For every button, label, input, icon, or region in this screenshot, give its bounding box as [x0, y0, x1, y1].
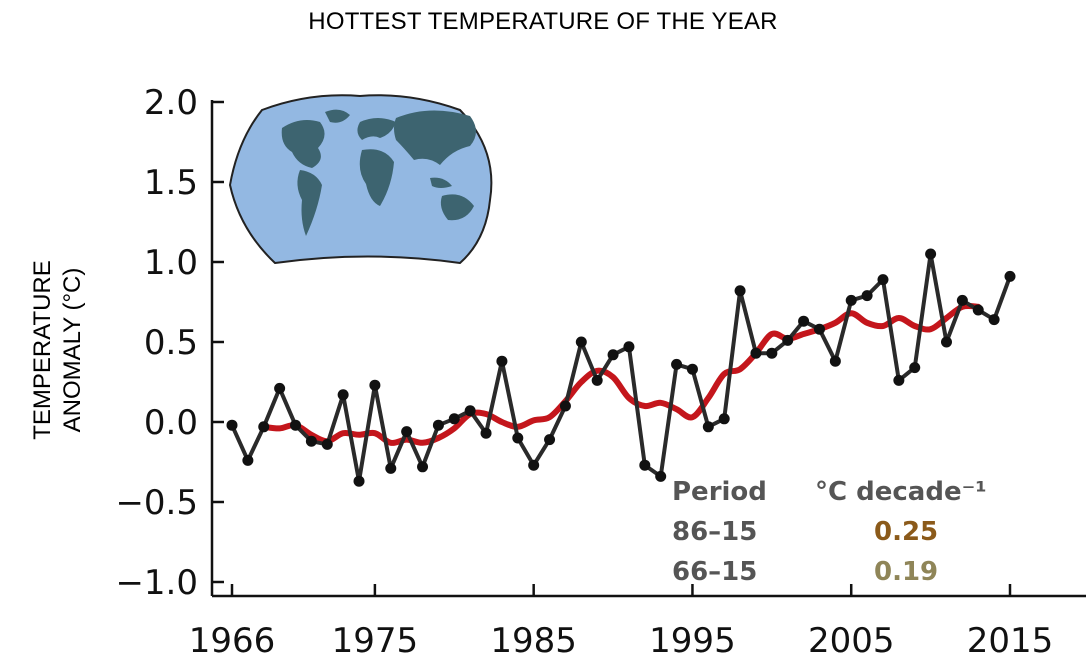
data-point [782, 335, 793, 346]
y-tick-label: 1.0 [144, 243, 198, 283]
data-point [1005, 271, 1016, 282]
data-point [639, 460, 650, 471]
data-point [322, 439, 333, 450]
y-tick-label: 1.5 [144, 163, 198, 203]
y-tick-label: 0.5 [144, 323, 198, 363]
x-tick-label: 2005 [808, 621, 895, 661]
annual-series [227, 249, 1016, 487]
data-point [465, 405, 476, 416]
smoothed-series [264, 306, 978, 443]
data-point [671, 359, 682, 370]
data-point [766, 348, 777, 359]
data-point [576, 337, 587, 348]
y-tick-label: −1.0 [115, 563, 198, 603]
legend-rate: 0.25 [874, 517, 938, 547]
data-point [608, 349, 619, 360]
legend-header-period: Period [672, 477, 767, 507]
data-point [306, 436, 317, 447]
data-point [385, 463, 396, 474]
data-point [560, 401, 571, 412]
data-point [735, 285, 746, 296]
world-map-icon [230, 95, 491, 263]
legend-rate: 0.19 [874, 557, 938, 587]
data-point [242, 455, 253, 466]
data-point [274, 383, 285, 394]
data-point [893, 375, 904, 386]
data-point [290, 420, 301, 431]
data-point [750, 348, 761, 359]
data-point [973, 305, 984, 316]
data-point [957, 295, 968, 306]
data-point [798, 316, 809, 327]
data-point [909, 362, 920, 373]
y-tick-label: 2.0 [144, 83, 198, 123]
data-point [941, 337, 952, 348]
data-point [687, 364, 698, 375]
legend-header-rate: °C decade⁻¹ [815, 477, 987, 507]
legend-period: 66–15 [672, 557, 757, 587]
x-tick-label: 2015 [967, 621, 1054, 661]
y-tick-label: 0.0 [144, 403, 198, 443]
data-point [877, 274, 888, 285]
data-point [354, 476, 365, 487]
data-point [417, 461, 428, 472]
data-point [655, 471, 666, 482]
data-point [846, 295, 857, 306]
data-point [481, 428, 492, 439]
data-point [338, 389, 349, 400]
x-tick-label: 1966 [189, 621, 276, 661]
data-point [830, 356, 841, 367]
data-point [592, 375, 603, 386]
smoothed-line [264, 306, 978, 443]
annual-line [232, 254, 1010, 481]
trend-legend: Period °C decade⁻¹ 86–15 0.25 66–15 0.19 [672, 477, 987, 587]
legend-period: 86–15 [672, 517, 757, 547]
x-tick-label: 1985 [490, 621, 577, 661]
data-point [925, 249, 936, 260]
data-point [369, 380, 380, 391]
data-point [989, 314, 1000, 325]
x-tick-label: 1995 [649, 621, 736, 661]
data-point [433, 420, 444, 431]
data-point [258, 421, 269, 432]
data-point [719, 413, 730, 424]
data-point [528, 460, 539, 471]
data-point [814, 324, 825, 335]
data-point [512, 433, 523, 444]
data-point [862, 290, 873, 301]
data-point [623, 341, 634, 352]
y-tick-label: −0.5 [115, 483, 198, 523]
x-tick-label: 1975 [332, 621, 419, 661]
data-point [703, 421, 714, 432]
data-point [449, 413, 460, 424]
data-point [401, 426, 412, 437]
data-point [496, 356, 507, 367]
data-point [544, 434, 555, 445]
data-point [227, 420, 238, 431]
